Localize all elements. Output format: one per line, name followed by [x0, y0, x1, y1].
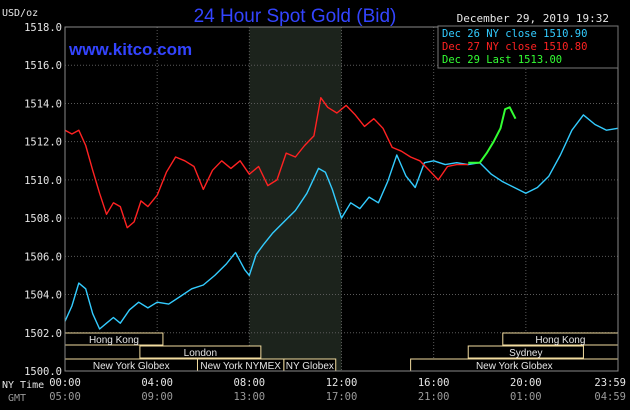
- y-tick-label: 1506.0: [24, 251, 62, 263]
- session-box: New York Globex: [410, 358, 619, 372]
- x-tick-label-gmt: 21:00: [418, 391, 450, 403]
- x-tick-label-gmt: 01:00: [510, 391, 542, 403]
- x-tick-label-ny: 00:00: [49, 377, 81, 389]
- x-tick-label-ny: 16:00: [418, 377, 450, 389]
- watermark-logo: www.kitco.com: [68, 40, 192, 59]
- session-box: NY Globex: [283, 358, 337, 372]
- series-line-0: [64, 114, 618, 330]
- y-tick-label: 1504.0: [24, 290, 62, 302]
- session-box-frame: [139, 345, 262, 359]
- x-tick-label-ny: 04:00: [141, 377, 173, 389]
- legend-item-dec27: Dec 27 NY close 1510.80: [442, 41, 587, 53]
- session-label: New York Globex: [93, 361, 170, 372]
- legend-item-dec29: Dec 29 Last 1513.00: [442, 54, 562, 66]
- series-line-1: [64, 96, 469, 229]
- y-tick-label: 1518.0: [24, 22, 62, 34]
- ny-time-label: NY Time: [2, 380, 44, 391]
- y-tick-label: 1514.0: [24, 98, 62, 110]
- date-time-label: December 29, 2019 19:32: [457, 12, 609, 25]
- units-label: USD/oz: [2, 8, 38, 19]
- shaded-region: [249, 27, 342, 371]
- legend-item-dec26: Dec 26 NY close 1510.90: [442, 28, 587, 40]
- session-box-frame: [467, 345, 584, 359]
- session-box: London: [139, 345, 262, 359]
- y-tick-label: 1502.0: [24, 328, 62, 340]
- y-tick-label: 1510.0: [24, 175, 62, 187]
- y-tick-label: 1500.0: [24, 366, 62, 378]
- x-tick-label-ny: 20:00: [510, 377, 542, 389]
- session-box: New York Globex: [64, 358, 198, 372]
- session-box: Sydney: [467, 345, 584, 359]
- session-label: Hong Kong: [89, 335, 139, 346]
- session-label: London: [184, 348, 217, 359]
- plot-frame: [64, 26, 619, 372]
- session-label: New York Globex: [476, 361, 553, 372]
- x-tick-label-gmt: 05:00: [49, 391, 81, 403]
- x-tick-label-gmt: 17:00: [326, 391, 358, 403]
- session-box: Hong Kong: [502, 332, 619, 346]
- legend: Dec 26 NY close 1510.90 Dec 27 NY close …: [437, 25, 619, 69]
- x-tick-label-ny: 23:59: [594, 377, 626, 389]
- chart-title: 24 Hour Spot Gold (Bid): [194, 6, 397, 27]
- x-tick-label-gmt: 04:59: [594, 391, 626, 403]
- legend-box: [437, 25, 619, 69]
- gmt-label: GMT: [8, 393, 26, 404]
- session-label: New York NYMEX: [200, 361, 281, 372]
- x-tick-label-gmt: 09:00: [141, 391, 173, 403]
- session-box: Hong Kong: [64, 332, 164, 346]
- x-tick-label-ny: 12:00: [326, 377, 358, 389]
- y-tick-label: 1508.0: [24, 213, 62, 225]
- session-label: Hong Kong: [535, 335, 585, 346]
- x-tick-label-gmt: 13:00: [234, 391, 266, 403]
- y-tick-label: 1516.0: [24, 60, 62, 72]
- session-label: NY Globex: [286, 361, 334, 372]
- session-box: New York NYMEX: [196, 358, 285, 372]
- x-tick-label-ny: 08:00: [234, 377, 266, 389]
- series-line-2: [468, 106, 517, 164]
- y-tick-label: 1512.0: [24, 137, 62, 149]
- session-label: Sydney: [509, 348, 542, 359]
